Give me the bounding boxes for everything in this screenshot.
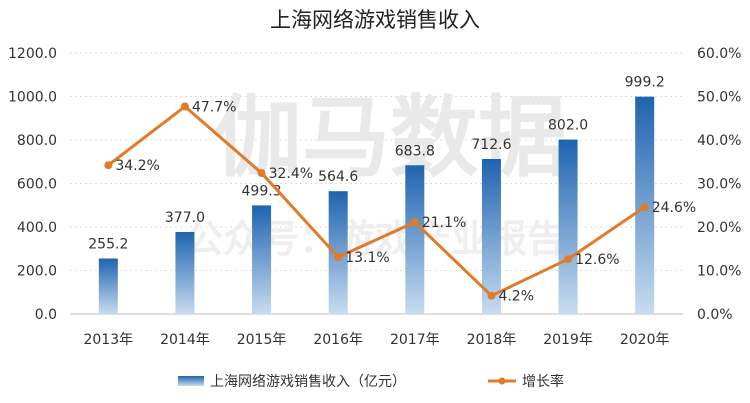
gridlines xyxy=(70,52,683,315)
line-point xyxy=(564,255,573,264)
y-left-tick-label: 200.0 xyxy=(17,264,57,280)
y-left-tick-label: 1000.0 xyxy=(8,90,57,106)
bar xyxy=(481,159,501,314)
x-axis: 2013年 2014年 2015年 2016年 2017年 2018年 2019年 2020年 xyxy=(83,332,669,348)
y-right-tick-label: 0.0% xyxy=(697,307,733,323)
line-data-label: 24.6% xyxy=(652,200,696,216)
y-left-tick-label: 600.0 xyxy=(17,177,57,193)
bar-data-label: 999.2 xyxy=(625,75,665,91)
line-data-label: 34.2% xyxy=(115,158,159,174)
x-tick-label: 2019年 xyxy=(543,332,593,348)
y-right-tick-label: 40.0% xyxy=(697,133,741,149)
bar xyxy=(252,205,272,314)
bar-data-label: 712.6 xyxy=(471,137,511,153)
y-left-axis: 0.0 200.0 400.0 600.0 800.0 1000.0 1200.0 xyxy=(8,46,57,323)
legend-bar-label: 上海网络游戏销售收入（亿元） xyxy=(210,374,406,390)
growth-line xyxy=(107,105,646,298)
x-tick-label: 2020年 xyxy=(620,332,670,348)
line-point xyxy=(487,291,496,300)
bar-data-label: 683.8 xyxy=(395,143,435,159)
line-point xyxy=(410,218,419,227)
line-point xyxy=(180,102,189,111)
line-data-label: 32.4% xyxy=(269,166,313,182)
x-tick-label: 2016年 xyxy=(313,332,363,348)
bar-data-label: 499.3 xyxy=(242,183,282,199)
bar xyxy=(405,165,425,314)
y-left-tick-label: 1200.0 xyxy=(8,46,57,62)
line-data-label: 47.7% xyxy=(192,100,236,116)
bar-data-label: 377.0 xyxy=(165,210,205,226)
y-right-tick-label: 20.0% xyxy=(697,220,741,236)
legend-line-marker xyxy=(498,377,506,385)
bar-data-label: 564.6 xyxy=(318,169,358,185)
y-right-tick-label: 10.0% xyxy=(697,264,741,280)
x-tick-label: 2013年 xyxy=(83,332,133,348)
chart-title: 上海网络游戏销售收入 xyxy=(270,8,480,32)
y-left-tick-label: 400.0 xyxy=(17,220,57,236)
x-tick-label: 2018年 xyxy=(467,332,517,348)
line-data-labels: 34.2% 47.7% 32.4% 13.1% 21.1% 4.2% 12.6% 24.6% xyxy=(115,100,696,305)
bar-data-labels: 255.2 377.0 499.3 564.6 683.8 712.6 802.0 999.2 xyxy=(88,75,664,253)
line-point xyxy=(640,202,649,211)
bar-data-label: 802.0 xyxy=(548,118,588,134)
y-left-tick-label: 800.0 xyxy=(17,133,57,149)
bar xyxy=(175,232,195,314)
line-data-label: 12.6% xyxy=(575,252,619,268)
line-data-label: 4.2% xyxy=(498,289,534,305)
y-right-tick-label: 50.0% xyxy=(697,90,741,106)
line-series xyxy=(104,102,649,300)
legend-line-label: 增长率 xyxy=(522,373,564,390)
line-point xyxy=(104,161,113,170)
y-left-tick-label: 0.0 xyxy=(35,307,57,323)
y-right-tick-label: 30.0% xyxy=(697,177,741,193)
bar xyxy=(328,191,348,314)
x-tick-label: 2017年 xyxy=(390,332,440,348)
legend: 上海网络游戏销售收入（亿元） 增长率 xyxy=(178,373,564,390)
x-tick-label: 2014年 xyxy=(160,332,210,348)
y-right-axis: 0.0% 10.0% 20.0% 30.0% 40.0% 50.0% 60.0% xyxy=(697,46,741,323)
line-point xyxy=(257,169,266,178)
watermark-main: 伽马数据 xyxy=(214,86,566,189)
legend-bar-swatch xyxy=(178,376,204,386)
line-data-label: 13.1% xyxy=(345,250,389,266)
bar xyxy=(558,139,578,314)
bar-series xyxy=(98,96,655,314)
line-data-label: 21.1% xyxy=(422,215,466,231)
line-point xyxy=(334,253,343,262)
y-right-tick-label: 60.0% xyxy=(697,46,741,62)
bar-data-label: 255.2 xyxy=(88,236,128,252)
bar xyxy=(98,258,118,314)
x-tick-label: 2015年 xyxy=(237,332,287,348)
